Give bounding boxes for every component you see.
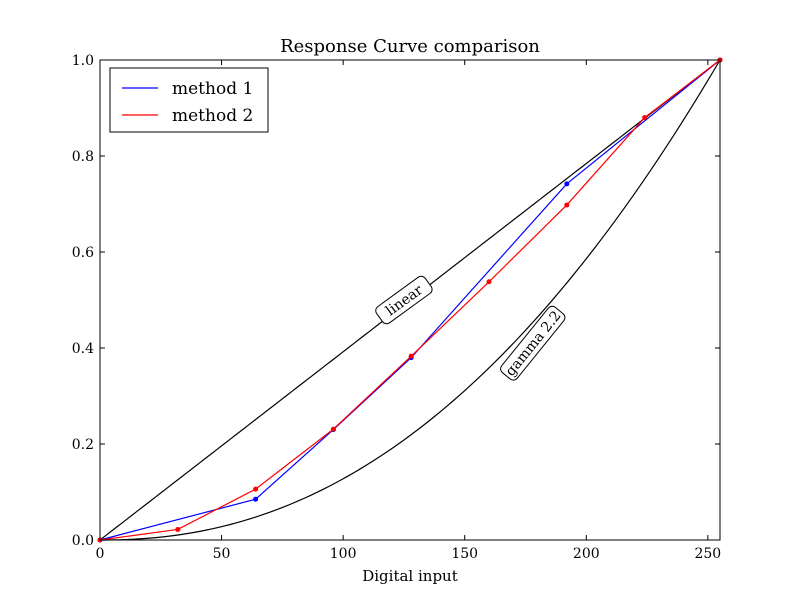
axes-frame — [99, 59, 721, 541]
series-1-point — [253, 496, 259, 502]
chart-title: Response Curve comparison — [280, 36, 540, 57]
series-2-point — [175, 526, 181, 532]
legend-box — [109, 67, 269, 133]
y-tick-label: 0.6 — [72, 245, 94, 261]
x-tick-label: 50 — [213, 546, 231, 562]
series-2-point — [486, 279, 492, 285]
y-tick-label: 0.0 — [72, 533, 94, 549]
x-tick-label: 150 — [451, 546, 478, 562]
annotation-box — [375, 275, 433, 325]
series-2-point — [330, 426, 336, 432]
x-tick-label: 0 — [96, 546, 105, 562]
legend-label-2: method 2 — [172, 106, 253, 126]
y-tick-label: 0.2 — [72, 437, 94, 453]
legend-label-1: method 1 — [172, 79, 253, 99]
y-tick-label: 1.0 — [72, 53, 94, 69]
reference-curve-gamma-2-2 — [99, 59, 721, 541]
x-axis-label: Digital input — [362, 567, 458, 585]
series-2-point — [564, 202, 570, 208]
series-2-point — [408, 353, 414, 359]
series-2-point — [253, 486, 259, 492]
x-tick-label: 250 — [694, 546, 721, 562]
series-line-1 — [99, 59, 721, 541]
x-tick-label: 100 — [330, 546, 357, 562]
y-tick-label: 0.4 — [72, 341, 94, 357]
x-tick-label: 200 — [573, 546, 600, 562]
series-1-point — [564, 181, 570, 187]
series-2-point — [642, 115, 648, 121]
y-tick-label: 0.8 — [72, 149, 94, 165]
annotation-box — [500, 305, 566, 381]
